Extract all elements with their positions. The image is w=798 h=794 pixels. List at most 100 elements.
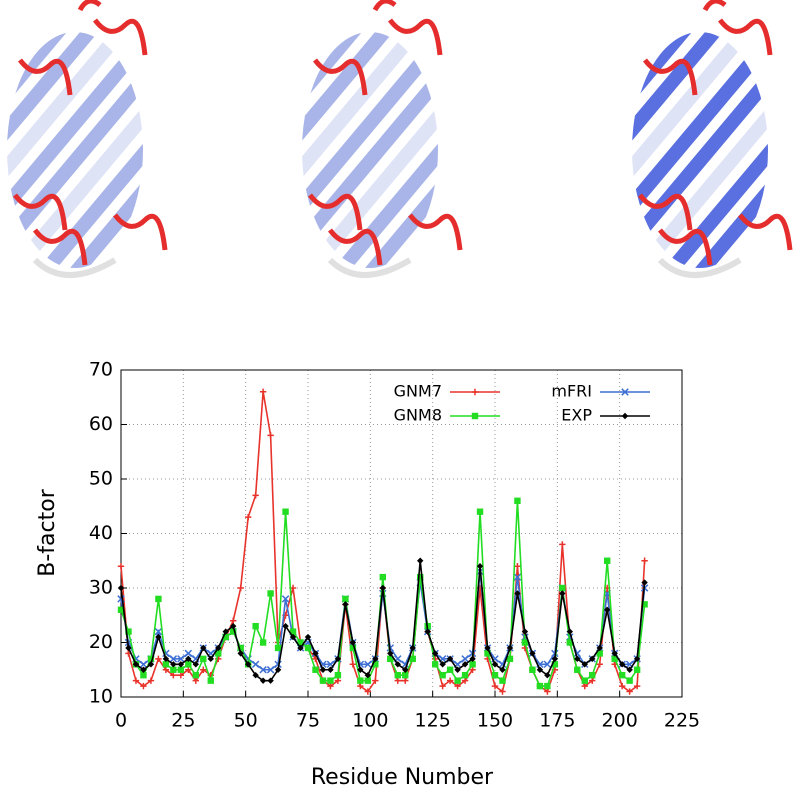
marker [469,655,476,663]
marker [117,563,125,570]
marker [185,655,192,663]
marker [237,644,244,652]
marker [259,388,267,395]
y-tick-label: 40 [89,522,113,544]
marker [626,666,633,673]
marker [274,644,282,652]
marker [266,666,275,674]
x-tick-label: 100 [352,710,388,732]
marker [327,666,334,673]
marker [251,660,260,669]
marker [357,682,364,690]
marker [125,644,132,652]
marker [402,677,409,684]
marker [185,661,192,668]
marker [140,682,147,690]
marker [237,584,244,592]
marker [529,650,536,657]
marker [259,666,267,674]
marker [304,644,312,652]
marker [446,655,454,663]
marker [244,513,252,521]
y-tick-label: 60 [89,413,113,435]
marker [267,677,274,684]
marker [596,661,603,668]
y-tick-label: 30 [89,577,113,599]
marker [633,682,641,690]
marker [342,595,349,603]
marker [446,666,454,673]
plot-frame [120,369,683,698]
strand [632,32,752,243]
marker [162,661,170,668]
barrel [7,32,143,268]
loop [327,257,412,278]
marker [170,661,177,668]
strand [7,65,143,268]
marker [544,672,551,679]
strand [302,32,438,268]
marker [155,595,162,603]
marker [604,557,611,564]
marker [327,677,334,684]
marker [499,688,506,695]
loop [18,58,73,96]
loop [702,0,727,12]
marker [334,677,342,684]
marker [259,677,267,684]
marker [125,628,132,635]
marker [281,595,290,603]
marker [155,655,162,663]
legend-marker [471,388,479,396]
marker [469,661,476,668]
marker [394,661,401,668]
marker [387,655,394,663]
marker [633,666,641,673]
marker [589,655,596,663]
marker [454,666,461,673]
marker [304,633,312,641]
marker [521,639,529,646]
loop [32,257,117,278]
marker [431,650,439,657]
loop [388,18,443,56]
marker [446,677,454,684]
marker [364,660,372,669]
marker [626,677,633,684]
x-tick-label: 75 [296,710,320,732]
marker [334,655,342,663]
marker [364,672,372,679]
marker [611,655,618,663]
legend-marker [621,412,629,420]
marker [461,672,469,679]
strand [302,65,438,268]
marker [402,672,409,679]
marker [155,633,162,641]
loop [638,193,693,231]
marker [312,650,319,657]
x-axis-title: Residue Number [311,765,494,790]
loop [372,0,397,12]
marker [230,622,237,630]
y-tick-label: 10 [89,686,113,708]
protein-structures [7,0,793,278]
x-tick-label: 125 [415,710,451,732]
marker [162,666,170,673]
marker [544,682,551,690]
marker [618,661,626,668]
marker [147,655,155,663]
marker [132,677,140,684]
marker [394,672,401,679]
marker [244,661,252,668]
marker [252,622,259,630]
loop [738,213,793,251]
marker [349,639,357,646]
marker [364,677,372,684]
marker [574,655,581,663]
marker [192,672,199,679]
marker [491,682,499,690]
loop [13,193,68,231]
marker [536,666,544,673]
marker [177,672,185,679]
